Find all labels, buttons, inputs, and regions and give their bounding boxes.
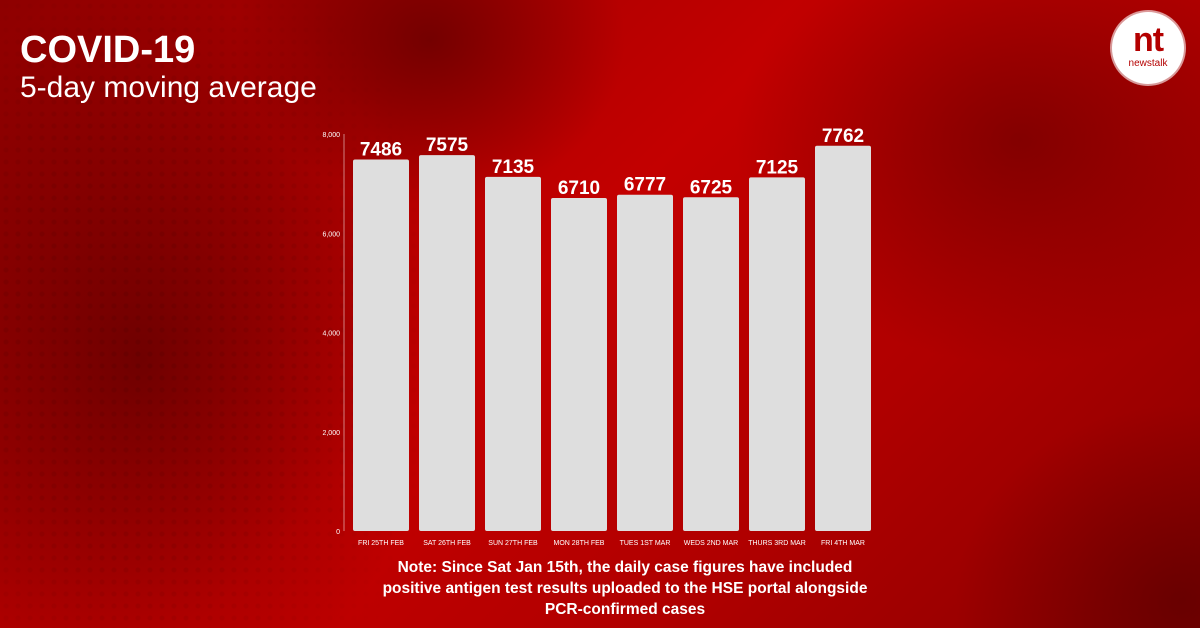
x-axis: FRI 25TH FEB SAT 26TH FEB SUN 27TH FEB MON … bbox=[358, 540, 865, 547]
bar-series: 7486 7575 7135 6710 6777 6725 7125 7762 bbox=[353, 126, 871, 532]
bar bbox=[419, 155, 475, 531]
y-tick-label: 0 bbox=[336, 529, 340, 536]
x-tick-label: SUN 27TH FEB bbox=[488, 540, 538, 547]
y-tick-label: 4,000 bbox=[322, 331, 340, 338]
logo-wordmark: newstalk bbox=[1128, 58, 1168, 69]
bar-value-label: 7486 bbox=[360, 140, 402, 161]
footnote: Note: Since Sat Jan 15th, the daily case… bbox=[382, 559, 868, 618]
chart-title: COVID-19 bbox=[20, 29, 196, 71]
bar bbox=[617, 194, 673, 531]
newstalk-logo: nt newstalk bbox=[1112, 12, 1184, 84]
bar-value-label: 6725 bbox=[690, 177, 733, 198]
x-tick-label: WEDS 2ND MAR bbox=[684, 540, 738, 547]
bar-value-label: 6777 bbox=[624, 175, 666, 196]
chart-subtitle: 5-day moving average bbox=[20, 71, 317, 104]
bar-value-label: 6710 bbox=[558, 178, 600, 199]
x-tick-label: THURS 3RD MAR bbox=[748, 540, 806, 547]
y-axis: 0 2,000 4,000 6,000 8,000 bbox=[322, 132, 345, 536]
bar bbox=[683, 197, 739, 531]
bar bbox=[551, 198, 607, 532]
logo-mark: nt bbox=[1132, 21, 1164, 59]
x-tick-label: MON 28TH FEB bbox=[554, 540, 605, 547]
bar bbox=[353, 159, 409, 531]
bar bbox=[749, 177, 805, 531]
y-tick-label: 2,000 bbox=[322, 430, 340, 437]
bar bbox=[485, 176, 541, 531]
x-tick-label: TUES 1ST MAR bbox=[620, 540, 671, 547]
bar bbox=[815, 145, 871, 532]
bar-value-label: 7125 bbox=[756, 157, 799, 178]
y-tick-label: 6,000 bbox=[322, 231, 340, 238]
bar-value-label: 7575 bbox=[426, 135, 469, 156]
x-tick-label: SAT 26TH FEB bbox=[423, 540, 471, 547]
bar-value-label: 7135 bbox=[492, 157, 535, 178]
x-tick-label: FRI 4TH MAR bbox=[821, 540, 865, 547]
bar-value-label: 7762 bbox=[822, 126, 864, 147]
x-tick-label: FRI 25TH FEB bbox=[358, 540, 404, 547]
y-tick-label: 8,000 bbox=[322, 132, 340, 139]
